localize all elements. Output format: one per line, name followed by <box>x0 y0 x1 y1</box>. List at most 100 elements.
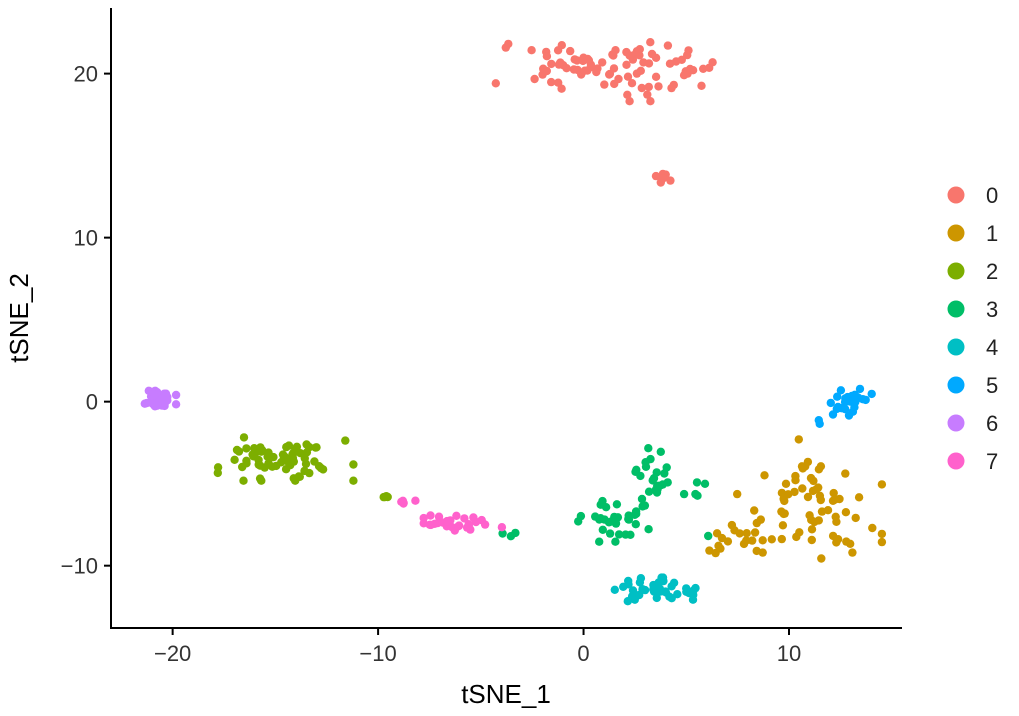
point-cluster-0 <box>654 82 663 91</box>
point-cluster-3 <box>609 515 619 524</box>
point-cluster-2 <box>263 452 272 461</box>
point-cluster-1 <box>854 493 864 502</box>
point-cluster-1 <box>832 538 841 547</box>
point-cluster-1 <box>816 495 825 505</box>
point-cluster-2 <box>341 436 350 445</box>
point-cluster-1 <box>714 541 723 550</box>
point-cluster-3 <box>631 507 641 516</box>
x-axis-title: tSNE_1 <box>461 679 551 709</box>
point-cluster-1 <box>750 528 760 537</box>
point-cluster-7 <box>497 523 507 532</box>
point-cluster-0 <box>553 46 563 55</box>
point-cluster-0 <box>542 52 552 61</box>
point-cluster-3 <box>636 471 645 481</box>
point-cluster-1 <box>712 529 722 538</box>
point-cluster-3 <box>662 463 671 472</box>
point-cluster-3 <box>605 529 615 538</box>
legend-label-6: 6 <box>986 411 998 436</box>
points-layer <box>140 38 887 606</box>
point-cluster-6 <box>157 394 166 403</box>
point-cluster-1 <box>831 512 840 521</box>
point-cluster-0 <box>598 58 607 67</box>
point-cluster-3 <box>624 514 633 524</box>
point-cluster-0 <box>600 80 609 89</box>
point-cluster-0 <box>491 79 500 88</box>
point-cluster-3 <box>644 444 653 453</box>
point-cluster-3 <box>692 478 702 487</box>
point-cluster-1 <box>758 536 767 545</box>
point-cluster-1 <box>798 484 807 493</box>
point-cluster-3 <box>595 537 604 546</box>
point-cluster-2 <box>255 474 265 483</box>
point-cluster-1 <box>835 494 844 504</box>
point-cluster-7 <box>452 511 461 520</box>
point-cluster-3 <box>704 531 713 541</box>
point-cluster-2 <box>305 468 314 478</box>
point-cluster-5 <box>867 389 876 399</box>
point-cluster-1 <box>795 528 804 537</box>
point-cluster-2 <box>284 458 293 467</box>
point-cluster-1 <box>798 464 807 473</box>
point-cluster-4 <box>669 578 679 587</box>
legend-key-7 <box>947 452 965 470</box>
point-cluster-0 <box>639 58 648 67</box>
point-cluster-3 <box>626 530 635 539</box>
point-cluster-0 <box>683 50 692 60</box>
point-cluster-1 <box>750 506 759 515</box>
point-cluster-2 <box>282 442 291 452</box>
point-cluster-5 <box>826 398 835 408</box>
point-cluster-2 <box>301 459 311 469</box>
point-cluster-3 <box>631 520 640 529</box>
point-cluster-1 <box>817 554 826 563</box>
point-cluster-4 <box>623 597 632 606</box>
point-cluster-1 <box>877 529 887 539</box>
point-cluster-0 <box>646 38 655 47</box>
point-cluster-0 <box>557 84 566 93</box>
point-cluster-0 <box>708 58 717 67</box>
point-cluster-1 <box>778 521 788 530</box>
point-cluster-2 <box>242 456 251 465</box>
point-cluster-0 <box>501 43 510 52</box>
point-cluster-1 <box>742 529 751 538</box>
point-cluster-1 <box>752 546 761 556</box>
point-cluster-3 <box>656 447 665 456</box>
point-cluster-6 <box>147 387 157 396</box>
point-cluster-4 <box>649 585 658 594</box>
point-cluster-4 <box>659 576 668 586</box>
point-cluster-0 <box>566 46 575 56</box>
x-tick-label: −10 <box>359 641 396 666</box>
point-cluster-7 <box>447 523 457 532</box>
point-cluster-2 <box>296 449 305 458</box>
point-cluster-2 <box>312 443 321 452</box>
point-cluster-0 <box>586 62 596 72</box>
point-cluster-7 <box>425 520 434 529</box>
point-cluster-1 <box>868 523 877 533</box>
point-cluster-0 <box>547 77 556 87</box>
point-cluster-2 <box>302 448 312 457</box>
point-cluster-1 <box>780 496 789 506</box>
axes: −20 −10 0 10 −10 0 10 20 <box>61 8 902 666</box>
point-cluster-3 <box>640 501 650 510</box>
point-cluster-5 <box>815 419 824 428</box>
point-cluster-1 <box>805 511 814 520</box>
point-cluster-3 <box>598 525 607 534</box>
point-cluster-3 <box>611 537 620 546</box>
point-cluster-3 <box>644 487 654 496</box>
point-cluster-1 <box>779 509 788 519</box>
point-cluster-5 <box>833 392 842 401</box>
point-cluster-3 <box>614 530 624 539</box>
point-cluster-0 <box>592 67 601 77</box>
point-cluster-4 <box>673 590 682 599</box>
y-tick-label: −10 <box>61 554 98 579</box>
point-cluster-0 <box>547 59 556 69</box>
point-cluster-1 <box>733 489 742 499</box>
point-cluster-0 <box>530 74 539 84</box>
point-cluster-2 <box>349 460 358 469</box>
point-cluster-0 <box>658 174 668 183</box>
point-cluster-5 <box>836 386 846 395</box>
point-cluster-3 <box>641 458 650 467</box>
point-cluster-0 <box>688 66 698 75</box>
point-cluster-3 <box>612 500 622 509</box>
point-cluster-7 <box>480 520 490 529</box>
point-cluster-5 <box>850 391 860 400</box>
